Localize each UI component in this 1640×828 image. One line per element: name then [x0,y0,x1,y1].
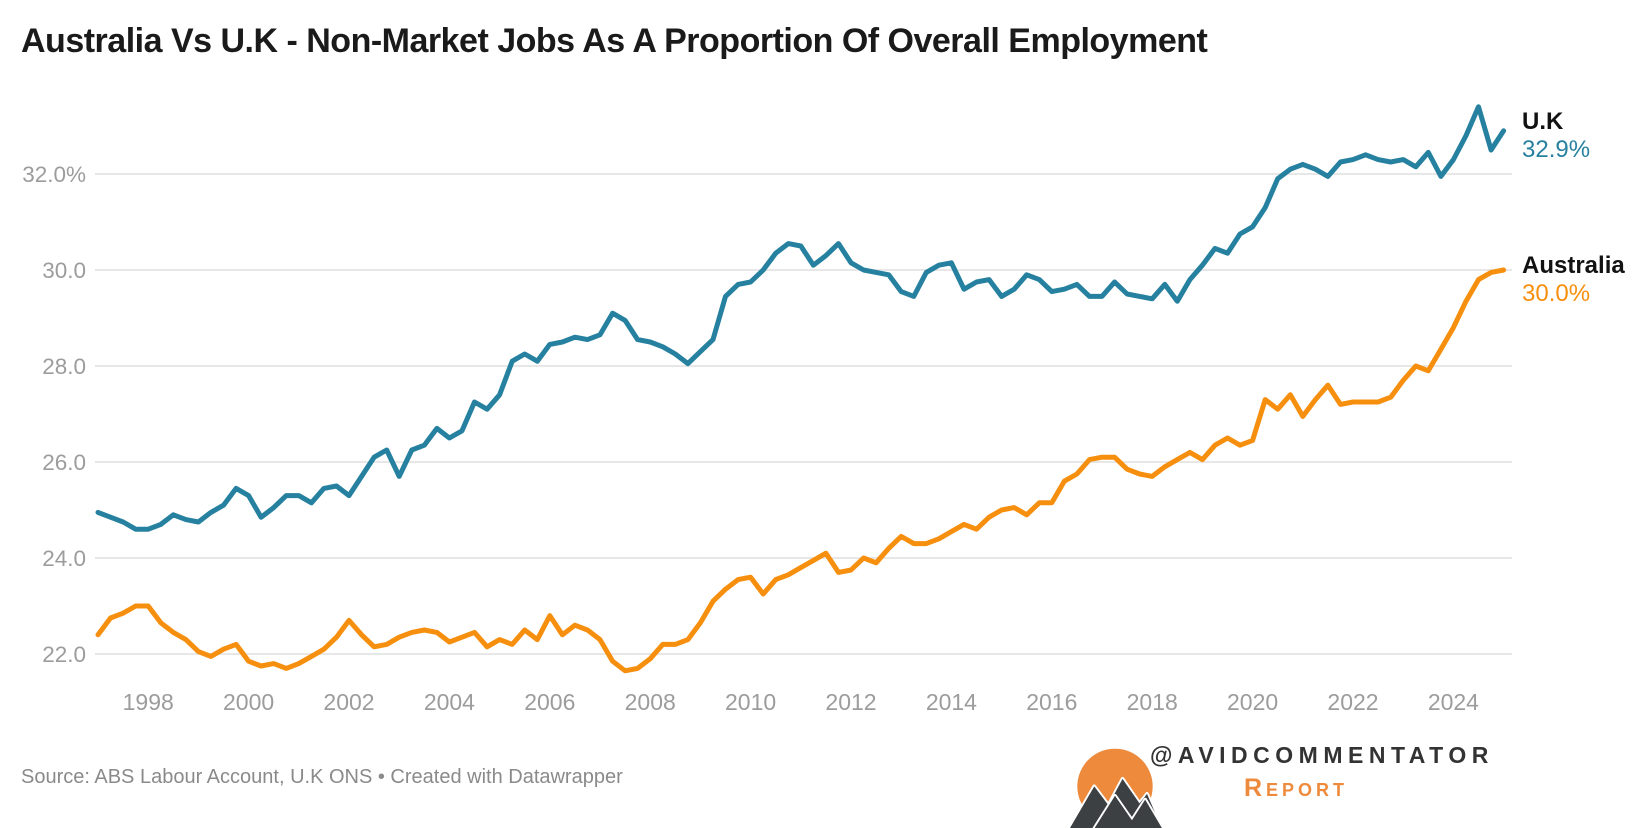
x-tick-label: 2004 [424,689,475,715]
x-tick-label: 2016 [1026,689,1077,715]
brand-block: @AVIDCOMMENTATOR Report [1150,742,1494,803]
sun-mountains-icon [1067,748,1164,828]
x-tick-label: 2022 [1327,689,1378,715]
y-tick-label: 24.0 [42,546,86,571]
x-tick-label: 2010 [725,689,776,715]
x-tick-label: 1998 [123,689,174,715]
series-label-uk: U.K 32.9% [1522,108,1640,164]
x-tick-label: 2018 [1127,689,1178,715]
x-tick-label: 2012 [825,689,876,715]
series-name-australia: Australia [1522,252,1625,279]
x-tick-label: 2014 [926,689,977,715]
y-tick-label: 26.0 [42,450,86,475]
y-tick-label: 28.0 [42,354,86,379]
series-label-australia: Australia 30.0% [1522,252,1640,308]
x-tick-label: 2020 [1227,689,1278,715]
y-tick-label: 32.0% [22,162,86,187]
x-tick-label: 2000 [223,689,274,715]
series-name-uk: U.K [1522,108,1564,135]
series-line-uk [95,104,1507,532]
brand-sub-label: Report [1243,774,1349,802]
y-tick-label: 22.0 [42,642,86,667]
x-tick-label: 2008 [625,689,676,715]
series-line-australia [95,267,1507,674]
y-tick-label: 30.0 [42,258,86,283]
series-value-uk: 32.9% [1522,136,1591,163]
source-note: Source: ABS Labour Account, U.K ONS • Cr… [21,766,623,788]
x-tick-label: 2006 [524,689,575,715]
brand-handle: @AVIDCOMMENTATOR [1150,742,1494,768]
x-tick-label: 2024 [1428,689,1479,715]
series-value-australia: 30.0% [1522,280,1591,307]
x-tick-label: 2002 [323,689,374,715]
chart-title: Australia Vs U.K - Non-Market Jobs As A … [21,22,1208,60]
